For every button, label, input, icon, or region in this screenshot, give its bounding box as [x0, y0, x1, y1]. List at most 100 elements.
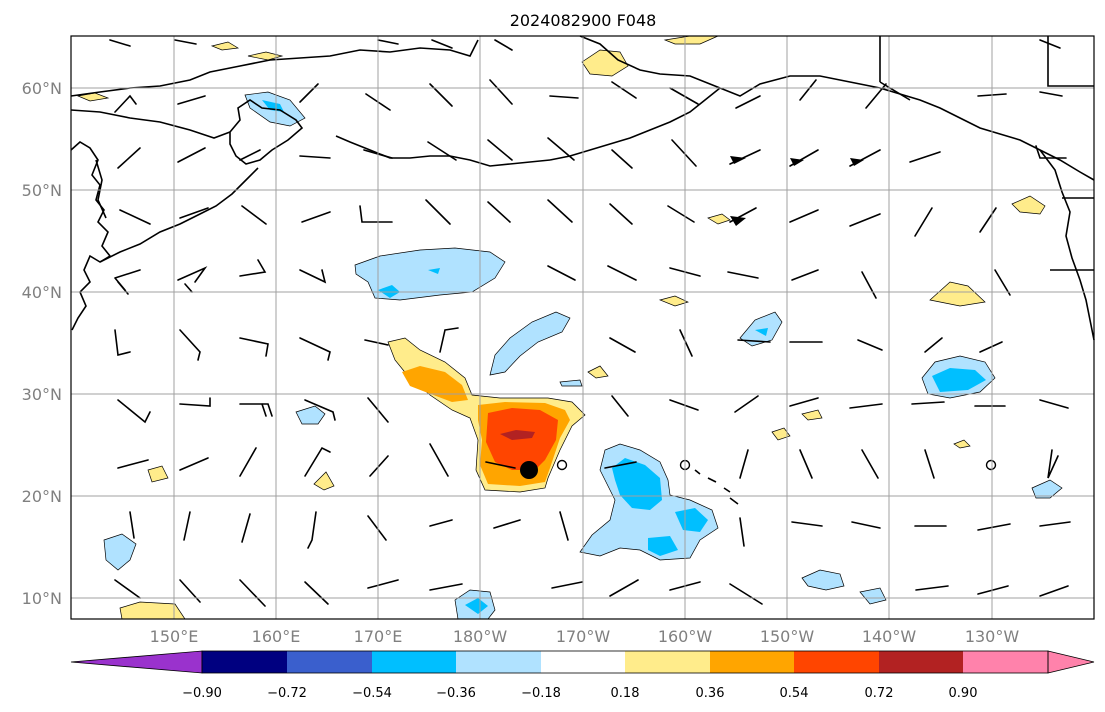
wind-barb — [109, 39, 131, 47]
wind-barb — [177, 147, 206, 163]
colorbar-swatch — [879, 651, 963, 673]
negative-anomaly-hawaii-core2 — [675, 508, 708, 532]
wind-barb — [299, 83, 319, 103]
wind-barb-flag — [790, 158, 804, 166]
wind-barb — [241, 205, 267, 225]
wind-barb — [487, 201, 511, 223]
lat-label: 40°N — [22, 283, 62, 302]
positive-anomaly-small-12 — [210, 41, 240, 51]
wind-barb — [369, 455, 389, 477]
colorbar-swatch — [372, 651, 456, 673]
negative-anomaly-hawaii-core3 — [648, 536, 678, 556]
wind-barb — [117, 459, 149, 469]
wind-barb — [304, 581, 329, 605]
wind-barb — [174, 39, 197, 45]
positive-anomaly-small-15 — [587, 365, 609, 379]
coastline-alaska-north-border — [1047, 36, 1094, 87]
negative-anomaly-small-8 — [859, 587, 887, 605]
wind-barbs — [109, 39, 1071, 607]
wind-barb — [669, 399, 699, 411]
wind-barb — [1035, 145, 1067, 159]
colorbar-swatch — [287, 651, 372, 673]
positive-anomaly-small-5 — [119, 601, 186, 620]
wind-barb — [239, 259, 267, 277]
positive-anomaly-small-1 — [581, 49, 629, 77]
colorbar-swatch — [456, 651, 541, 673]
open-circle-marker — [985, 459, 997, 471]
open-circle-marker — [556, 459, 568, 471]
positive-anomaly-small-10 — [771, 427, 791, 441]
wind-barb — [114, 579, 141, 599]
colorbar-extend-low — [70, 650, 203, 674]
wind-barb — [1039, 91, 1063, 97]
positive-anomaly-small-8 — [313, 471, 335, 491]
coastline-alaska — [579, 35, 1095, 181]
lat-label: 60°N — [22, 79, 62, 98]
wind-barb — [487, 139, 513, 161]
wind-barb — [734, 395, 759, 413]
wind-barb — [177, 95, 206, 105]
map-frame — [70, 35, 1095, 620]
colorbar-tick-label: −0.72 — [267, 686, 307, 701]
wind-barb — [1039, 521, 1071, 527]
wind-barb — [494, 39, 513, 51]
wind-barb-flag — [730, 156, 746, 164]
wind-barb — [909, 151, 941, 163]
wind-barb — [377, 39, 399, 45]
positive-anomaly-small-4 — [1011, 195, 1046, 215]
wind-barb — [861, 271, 877, 299]
lat-axis-labels: 10°N 20°N 30°N 40°N 50°N 60°N — [22, 79, 62, 608]
lat-label: 30°N — [22, 385, 62, 404]
wind-barb — [547, 265, 576, 281]
wind-barb — [427, 141, 457, 161]
wind-barb — [727, 271, 759, 279]
wind-barb — [183, 511, 191, 541]
wind-barb — [857, 339, 883, 351]
positive-anomaly-small-11 — [801, 409, 823, 421]
lat-label: 50°N — [22, 181, 62, 200]
negative-anomaly-small-1-core — [755, 328, 768, 336]
wind-barb — [791, 521, 823, 527]
colorbar-tick-label: −0.54 — [352, 686, 392, 701]
positive-anomaly-small-16 — [953, 439, 971, 449]
colorbar-frame — [201, 650, 1049, 674]
wind-barb — [611, 81, 637, 99]
negative-anomaly-small-9 — [559, 379, 583, 387]
negative-anomaly-small-6 — [801, 569, 845, 591]
wind-barb — [117, 147, 141, 169]
coastline-aleutians — [335, 135, 551, 167]
map-panel — [70, 35, 1095, 620]
wind-barb — [551, 581, 583, 589]
negative-anomaly-elongated — [489, 311, 571, 376]
negative-anomaly-small-1 — [739, 311, 783, 347]
wind-barb — [1039, 399, 1069, 409]
wind-barb — [1047, 449, 1059, 479]
colorbar-swatch — [541, 651, 625, 673]
colorbar-swatch — [625, 651, 710, 673]
wind-barb — [994, 269, 1011, 296]
lon-label: 140°W — [862, 627, 917, 646]
wind-barb — [979, 207, 997, 233]
wind-barb — [307, 511, 317, 549]
wind-barb — [299, 337, 331, 361]
wind-barb-flag — [850, 158, 864, 166]
wind-barb — [179, 329, 201, 361]
wind-barb — [977, 523, 1011, 531]
figure-title: 2024082900 F048 — [510, 11, 657, 30]
negative-anomaly-small-3 — [295, 405, 326, 425]
wind-barb — [667, 205, 695, 223]
coastline-kamchatka — [229, 99, 304, 165]
negative-anomaly-east-core — [932, 368, 986, 392]
lat-label: 20°N — [22, 487, 62, 506]
wind-barb — [851, 521, 881, 529]
wind-barb — [924, 449, 935, 479]
wind-barb — [439, 327, 459, 353]
wind-barb — [489, 79, 513, 105]
lon-label: 160°W — [658, 627, 713, 646]
wind-barb — [1039, 39, 1061, 49]
positive-anomaly-small-7 — [707, 213, 731, 225]
lon-label: 130°W — [965, 627, 1020, 646]
wind-barb-flag — [730, 216, 746, 226]
wind-barb — [304, 446, 331, 477]
wind-barb — [611, 395, 629, 417]
